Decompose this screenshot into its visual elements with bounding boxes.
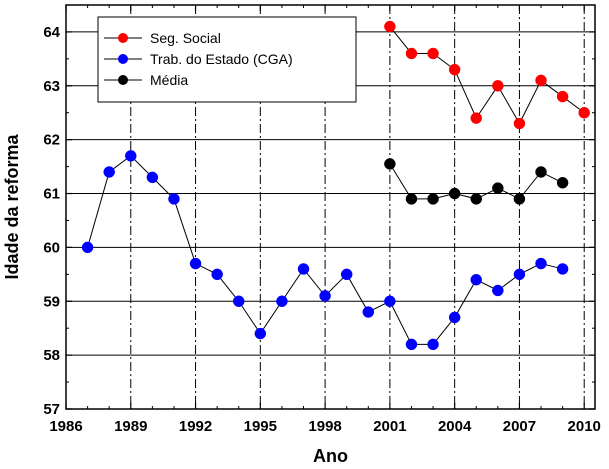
data-point-series-1 — [254, 327, 267, 340]
x-tick-label: 2007 — [503, 418, 536, 435]
y-axis-title: Idade da reforma — [2, 133, 22, 279]
x-tick-label: 1992 — [179, 418, 212, 435]
x-tick-label: 1986 — [49, 418, 82, 435]
data-point-series-0 — [513, 117, 526, 130]
data-point-series-2 — [427, 193, 439, 205]
legend-label: Média — [150, 72, 188, 88]
plot-area-frame — [65, 4, 596, 410]
data-point-series-1 — [470, 273, 482, 286]
data-point-series-1 — [384, 295, 396, 308]
data-point-series-0 — [470, 112, 482, 124]
data-point-series-1 — [340, 268, 353, 281]
data-point-series-1 — [513, 268, 526, 281]
data-point-series-2 — [535, 166, 547, 178]
data-point-series-1 — [362, 306, 375, 318]
data-point-series-1 — [556, 263, 569, 275]
data-point-series-1 — [211, 268, 223, 281]
data-point-series-2 — [405, 193, 418, 205]
legend-label: Trab. do Estado (CGA) — [150, 51, 293, 67]
y-tick-label: 59 — [43, 293, 60, 310]
axis-ticks — [65, 5, 595, 410]
data-point-series-1 — [125, 150, 137, 162]
data-point-series-1 — [232, 295, 245, 308]
data-point-series-0 — [448, 63, 461, 76]
data-point-series-2 — [448, 187, 461, 200]
y-tick-label: 63 — [43, 78, 60, 95]
data-point-series-0 — [492, 80, 504, 92]
data-point-series-1 — [535, 257, 547, 270]
y-tick-label: 62 — [43, 132, 60, 149]
tick-labels: 57 58 59 60 61 62 63 64 1986 1989 1992 1995 1998 2001… — [43, 24, 601, 435]
data-point-series-1 — [319, 290, 331, 302]
x-axis-title: Ano — [313, 446, 348, 466]
data-point-series-1 — [103, 166, 115, 178]
y-tick-label: 61 — [43, 186, 60, 203]
y-tick-label: 57 — [43, 401, 60, 418]
x-tick-label: 1989 — [114, 418, 147, 435]
data-point-series-2 — [556, 177, 569, 189]
data-point-series-0 — [384, 20, 396, 33]
x-tick-label: 1995 — [244, 418, 277, 435]
y-tick-label: 60 — [43, 239, 60, 256]
data-point-series-1 — [492, 284, 504, 297]
x-tick-label: 2004 — [438, 418, 472, 435]
data-point-series-1 — [276, 295, 288, 308]
data-point-series-1 — [405, 338, 418, 351]
x-tick-label: 2010 — [568, 418, 601, 435]
legend-marker — [118, 54, 128, 64]
data-point-series-1 — [168, 193, 180, 205]
y-tick-label: 64 — [43, 24, 60, 41]
x-tick-label: 1998 — [308, 418, 341, 435]
series-layer — [81, 20, 590, 351]
data-point-series-1 — [297, 263, 310, 275]
data-point-series-2 — [513, 193, 526, 205]
data-point-series-0 — [535, 74, 547, 87]
data-point-series-2 — [492, 182, 504, 194]
y-tick-label: 58 — [43, 347, 60, 364]
data-point-series-0 — [427, 47, 439, 60]
data-point-series-1 — [189, 257, 202, 270]
data-point-series-2 — [470, 193, 482, 205]
data-point-series-0 — [556, 90, 569, 103]
data-point-series-1 — [146, 171, 159, 184]
data-point-series-0 — [578, 106, 590, 119]
series-line-0 — [389, 26, 585, 125]
legend-entries: Seg. Social Trab. do Estado (CGA) Média — [104, 30, 293, 88]
legend-marker — [118, 33, 128, 43]
data-point-series-2 — [384, 158, 396, 170]
data-point-series-1 — [81, 241, 94, 254]
data-point-series-0 — [405, 47, 418, 60]
legend-marker — [118, 75, 128, 85]
data-point-series-1 — [427, 338, 439, 351]
x-tick-label: 2001 — [373, 418, 406, 435]
legend-label: Seg. Social — [150, 30, 221, 46]
data-point-series-1 — [448, 311, 461, 324]
legend: Seg. Social Trab. do Estado (CGA) Média — [97, 16, 357, 103]
